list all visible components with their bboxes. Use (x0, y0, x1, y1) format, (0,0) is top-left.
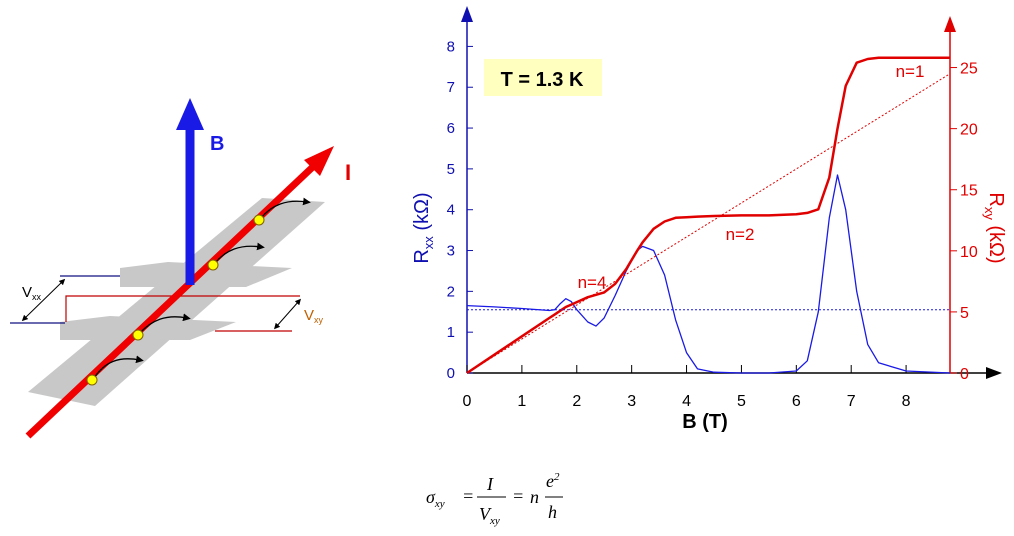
y2-axis-arrow (944, 16, 956, 32)
current-label: I (345, 160, 351, 185)
vxy-label: Vxy (304, 307, 324, 325)
equals: = (512, 486, 524, 506)
y-tick-label: 6 (447, 120, 455, 137)
y-tick-label: 4 (447, 202, 455, 219)
n-symbol: n (530, 487, 539, 507)
electron (208, 260, 218, 270)
sigma-sub: xy (434, 498, 445, 510)
sigma: σxy (426, 487, 445, 510)
axis-title-unit: (kΩ) (985, 220, 1007, 264)
vxx-sub: xx (32, 292, 42, 302)
numerator: e2 (546, 471, 560, 491)
y-tick-label: 1 (447, 324, 455, 341)
vxy-arrow (276, 301, 299, 327)
y2-tick-label: 0 (960, 366, 969, 383)
y2-tick-label: 5 (960, 305, 969, 322)
annotation: T = 1.3 K (501, 69, 584, 91)
formula: σxy = I Vxy = n e2 h (426, 471, 563, 527)
vxx-main: V (22, 284, 32, 301)
y2-tick-label: 10 (960, 244, 978, 261)
numerator: I (486, 474, 494, 494)
equals: = (462, 486, 474, 506)
y-tick-label: 8 (447, 38, 455, 55)
field-arrow-head (176, 98, 204, 130)
y-tick-label: 2 (447, 283, 455, 300)
e-symbol: e (546, 471, 554, 491)
y-tick-label: 7 (447, 79, 455, 96)
y2-tick-label: 25 (960, 61, 978, 78)
y-axis-arrow (461, 6, 473, 22)
y-tick-label: 3 (447, 243, 455, 260)
figure: B I Vxx Vxy σxy = I Vxy = n e2 h 0123456… (0, 0, 1014, 536)
x-tick-label: 0 (463, 393, 472, 410)
axis-title-main: R (985, 192, 1007, 206)
axis-title-sub: xy (982, 207, 997, 221)
x-tick-label: 1 (517, 393, 526, 410)
axis-title-sub: xx (421, 236, 436, 250)
bar (28, 198, 325, 406)
denominator: h (548, 502, 557, 522)
axis-title-main: R (411, 249, 433, 263)
axis-title-unit: (kΩ) (411, 192, 433, 236)
curve (467, 58, 950, 373)
x-tick-label: 5 (737, 393, 746, 410)
x-tick-label: 2 (572, 393, 581, 410)
denominator: Vxy (479, 504, 500, 527)
annotation: n=4 (578, 273, 607, 292)
annotation: n=1 (896, 62, 925, 81)
electron (87, 375, 97, 385)
y-tick-label: 5 (447, 161, 455, 178)
y-tick-label: 0 (447, 365, 455, 382)
x-tick-label: 8 (902, 393, 911, 410)
x-tick-label: 6 (792, 393, 801, 410)
field-label: B (210, 133, 224, 155)
curve (467, 175, 950, 373)
electron (254, 215, 264, 225)
annotation: n=2 (726, 225, 755, 244)
v-sub: xy (489, 515, 500, 527)
x-tick-label: 3 (627, 393, 636, 410)
axis-title: Rxy (kΩ) (982, 192, 1007, 263)
axis-title: Rxx (kΩ) (411, 192, 436, 263)
vxx-label: Vxx (22, 284, 42, 302)
vxy-main: V (304, 307, 314, 324)
y2-tick-label: 20 (960, 122, 978, 139)
y2-tick-label: 15 (960, 183, 978, 200)
vxy-sub: xy (314, 315, 324, 325)
x-tick-label: 4 (682, 393, 691, 410)
current-arrow (28, 162, 318, 436)
reference-line (467, 74, 950, 373)
e-sup: 2 (554, 471, 560, 483)
x-axis-arrow (986, 367, 1002, 379)
electron (133, 330, 143, 340)
hall-bar-diagram: B I Vxx Vxy (10, 98, 351, 436)
chart: 0 1 2 3 4 5 6 7 8 0 1 2 3 4 5 6 7 8 0 5 10 15 20 25 B (T) Rxx (kΩ… (411, 6, 1007, 433)
x-axis-title: B (T) (682, 411, 728, 433)
x-tick-label: 7 (847, 393, 856, 410)
